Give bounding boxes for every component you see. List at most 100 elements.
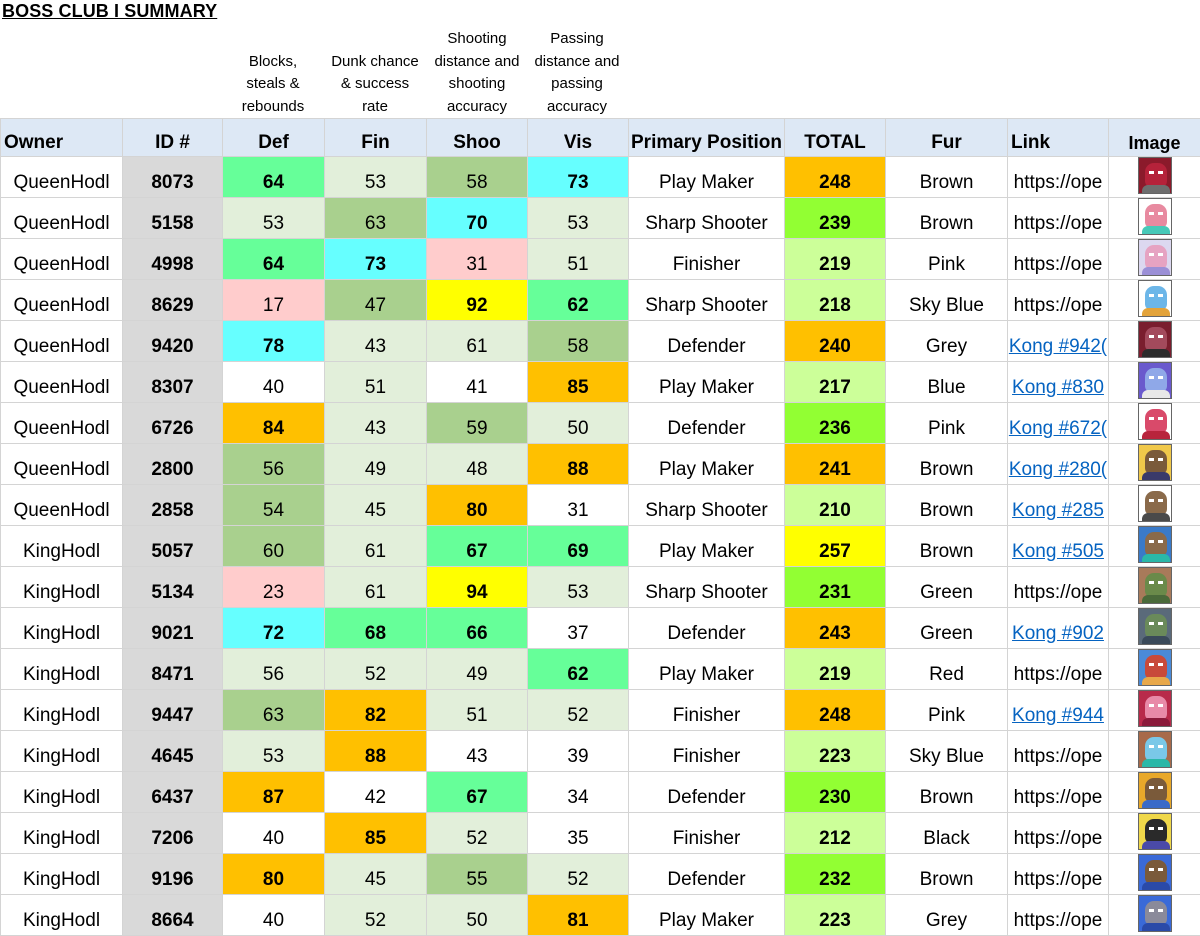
kong-link[interactable]: Kong #944 bbox=[1012, 705, 1104, 726]
def-cell[interactable]: 40 bbox=[223, 813, 325, 854]
id-cell[interactable]: 6437 bbox=[123, 772, 223, 813]
owner-cell[interactable]: KingHodl bbox=[1, 649, 123, 690]
def-cell[interactable]: 56 bbox=[223, 649, 325, 690]
shoo-cell[interactable]: 43 bbox=[427, 731, 528, 772]
def-cell[interactable]: 60 bbox=[223, 526, 325, 567]
kong-avatar-image[interactable] bbox=[1138, 362, 1172, 399]
image-cell[interactable] bbox=[1109, 813, 1200, 854]
id-cell[interactable]: 8073 bbox=[123, 157, 223, 198]
header-vis[interactable]: Vis bbox=[528, 119, 629, 157]
fur-cell[interactable]: Pink bbox=[886, 690, 1008, 731]
kong-avatar-image[interactable] bbox=[1138, 444, 1172, 481]
header-link[interactable]: Link bbox=[1008, 119, 1109, 157]
header-def[interactable]: Def bbox=[223, 119, 325, 157]
image-cell[interactable] bbox=[1109, 690, 1200, 731]
position-cell[interactable]: Play Maker bbox=[629, 649, 785, 690]
position-cell[interactable]: Play Maker bbox=[629, 362, 785, 403]
id-cell[interactable]: 9021 bbox=[123, 608, 223, 649]
owner-cell[interactable]: QueenHodl bbox=[1, 157, 123, 198]
id-cell[interactable]: 9447 bbox=[123, 690, 223, 731]
position-cell[interactable]: Sharp Shooter bbox=[629, 567, 785, 608]
image-cell[interactable] bbox=[1109, 444, 1200, 485]
kong-avatar-image[interactable] bbox=[1138, 772, 1172, 809]
link-cell[interactable]: https://ope bbox=[1008, 731, 1109, 772]
def-cell[interactable]: 54 bbox=[223, 485, 325, 526]
image-cell[interactable] bbox=[1109, 526, 1200, 567]
url-text[interactable]: https://ope bbox=[1014, 787, 1103, 808]
def-cell[interactable]: 40 bbox=[223, 362, 325, 403]
def-cell[interactable]: 72 bbox=[223, 608, 325, 649]
fin-cell[interactable]: 43 bbox=[325, 403, 427, 444]
shoo-cell[interactable]: 31 bbox=[427, 239, 528, 280]
kong-avatar-image[interactable] bbox=[1138, 854, 1172, 891]
total-cell[interactable]: 218 bbox=[785, 280, 886, 321]
id-cell[interactable]: 8629 bbox=[123, 280, 223, 321]
header-image[interactable]: Image bbox=[1109, 119, 1200, 157]
image-cell[interactable] bbox=[1109, 403, 1200, 444]
image-cell[interactable] bbox=[1109, 280, 1200, 321]
vis-cell[interactable]: 34 bbox=[528, 772, 629, 813]
image-cell[interactable] bbox=[1109, 854, 1200, 895]
fur-cell[interactable]: Grey bbox=[886, 895, 1008, 936]
def-cell[interactable]: 23 bbox=[223, 567, 325, 608]
kong-link[interactable]: Kong #280( bbox=[1009, 459, 1107, 480]
image-cell[interactable] bbox=[1109, 362, 1200, 403]
fin-cell[interactable]: 88 bbox=[325, 731, 427, 772]
total-cell[interactable]: 241 bbox=[785, 444, 886, 485]
kong-avatar-image[interactable] bbox=[1138, 198, 1172, 235]
fin-cell[interactable]: 51 bbox=[325, 362, 427, 403]
position-cell[interactable]: Sharp Shooter bbox=[629, 485, 785, 526]
url-text[interactable]: https://ope bbox=[1014, 828, 1103, 849]
fin-cell[interactable]: 45 bbox=[325, 854, 427, 895]
shoo-cell[interactable]: 94 bbox=[427, 567, 528, 608]
link-cell[interactable]: Kong #505 bbox=[1008, 526, 1109, 567]
fur-cell[interactable]: Green bbox=[886, 567, 1008, 608]
owner-cell[interactable]: KingHodl bbox=[1, 854, 123, 895]
url-text[interactable]: https://ope bbox=[1014, 172, 1103, 193]
image-cell[interactable] bbox=[1109, 895, 1200, 936]
fur-cell[interactable]: Brown bbox=[886, 444, 1008, 485]
kong-avatar-image[interactable] bbox=[1138, 649, 1172, 686]
id-cell[interactable]: 2800 bbox=[123, 444, 223, 485]
fur-cell[interactable]: Black bbox=[886, 813, 1008, 854]
fin-cell[interactable]: 43 bbox=[325, 321, 427, 362]
kong-link[interactable]: Kong #672( bbox=[1009, 418, 1107, 439]
def-cell[interactable]: 80 bbox=[223, 854, 325, 895]
total-cell[interactable]: 232 bbox=[785, 854, 886, 895]
fin-cell[interactable]: 52 bbox=[325, 649, 427, 690]
position-cell[interactable]: Finisher bbox=[629, 690, 785, 731]
position-cell[interactable]: Defender bbox=[629, 321, 785, 362]
def-cell[interactable]: 53 bbox=[223, 198, 325, 239]
link-cell[interactable]: Kong #942( bbox=[1008, 321, 1109, 362]
link-cell[interactable]: Kong #280( bbox=[1008, 444, 1109, 485]
id-cell[interactable]: 8664 bbox=[123, 895, 223, 936]
link-cell[interactable]: Kong #672( bbox=[1008, 403, 1109, 444]
def-cell[interactable]: 53 bbox=[223, 731, 325, 772]
def-cell[interactable]: 63 bbox=[223, 690, 325, 731]
total-cell[interactable]: 223 bbox=[785, 731, 886, 772]
owner-cell[interactable]: KingHodl bbox=[1, 731, 123, 772]
fur-cell[interactable]: Red bbox=[886, 649, 1008, 690]
link-cell[interactable]: https://ope bbox=[1008, 649, 1109, 690]
link-cell[interactable]: https://ope bbox=[1008, 772, 1109, 813]
image-cell[interactable] bbox=[1109, 649, 1200, 690]
fin-cell[interactable]: 53 bbox=[325, 157, 427, 198]
link-cell[interactable]: https://ope bbox=[1008, 157, 1109, 198]
owner-cell[interactable]: QueenHodl bbox=[1, 403, 123, 444]
kong-avatar-image[interactable] bbox=[1138, 485, 1172, 522]
position-cell[interactable]: Play Maker bbox=[629, 895, 785, 936]
position-cell[interactable]: Defender bbox=[629, 854, 785, 895]
header-fur[interactable]: Fur bbox=[886, 119, 1008, 157]
shoo-cell[interactable]: 50 bbox=[427, 895, 528, 936]
position-cell[interactable]: Play Maker bbox=[629, 526, 785, 567]
kong-avatar-image[interactable] bbox=[1138, 526, 1172, 563]
fur-cell[interactable]: Brown bbox=[886, 854, 1008, 895]
fur-cell[interactable]: Blue bbox=[886, 362, 1008, 403]
shoo-cell[interactable]: 52 bbox=[427, 813, 528, 854]
def-cell[interactable]: 17 bbox=[223, 280, 325, 321]
fin-cell[interactable]: 47 bbox=[325, 280, 427, 321]
id-cell[interactable]: 8307 bbox=[123, 362, 223, 403]
kong-avatar-image[interactable] bbox=[1138, 731, 1172, 768]
def-cell[interactable]: 78 bbox=[223, 321, 325, 362]
vis-cell[interactable]: 35 bbox=[528, 813, 629, 854]
